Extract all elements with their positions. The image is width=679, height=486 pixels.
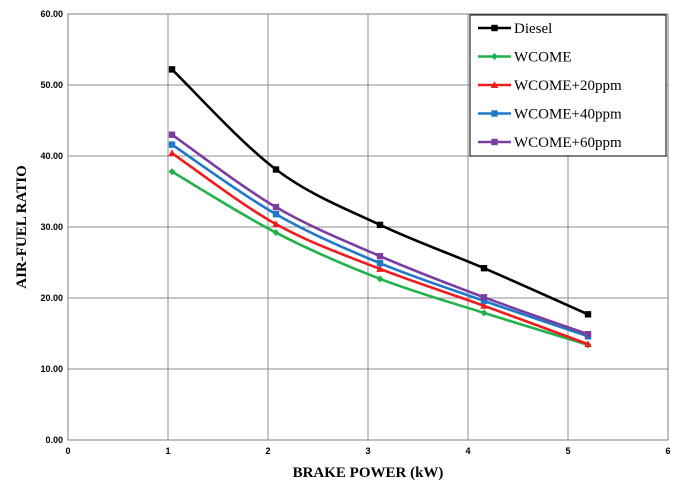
legend-entry: Diesel xyxy=(478,21,552,37)
data-point xyxy=(376,221,384,229)
legend-entry: WCOME+20ppm xyxy=(478,78,622,94)
legend-label: WCOME+20ppm xyxy=(514,78,622,94)
legend-swatch-marker xyxy=(491,53,498,60)
legend-entry: WCOME+40ppm xyxy=(478,107,622,123)
legend-swatch-marker xyxy=(491,24,498,32)
y-tick-label: 40.00 xyxy=(40,151,63,161)
series-group xyxy=(168,66,592,349)
data-point xyxy=(480,302,488,309)
x-tick-label: 6 xyxy=(665,446,670,456)
data-point xyxy=(272,166,280,173)
data-point xyxy=(584,331,592,338)
y-tick-label: 0.00 xyxy=(45,435,63,445)
data-point xyxy=(376,275,384,283)
series-diesel xyxy=(168,66,592,318)
legend-entry: WCOME xyxy=(478,50,572,66)
legend-label: WCOME+60ppm xyxy=(514,135,622,151)
legend-entry: WCOME+60ppm xyxy=(478,135,622,151)
data-point xyxy=(168,131,176,138)
data-point xyxy=(168,141,176,148)
y-tick-label: 30.00 xyxy=(40,222,63,232)
y-tick-label: 20.00 xyxy=(40,293,63,303)
data-point xyxy=(480,264,488,272)
data-point xyxy=(272,220,280,228)
x-tick-label: 2 xyxy=(265,446,270,456)
data-point xyxy=(584,311,592,318)
data-point xyxy=(272,203,280,211)
legend-label: Diesel xyxy=(514,21,552,37)
data-point xyxy=(168,149,176,157)
x-tick-label: 3 xyxy=(365,446,370,456)
series-wcome-40ppm xyxy=(168,141,592,340)
data-point xyxy=(376,265,384,272)
legend-swatch-marker xyxy=(491,110,498,117)
y-tick-labels: 0.00 10.00 20.00 30.00 40.00 50.00 60.00 xyxy=(40,9,63,445)
data-point xyxy=(480,309,488,317)
y-tick-label: 50.00 xyxy=(40,80,63,90)
y-axis-title: AIR-FUEL RATIO xyxy=(14,165,30,289)
x-tick-label: 5 xyxy=(565,446,570,456)
y-tick-label: 10.00 xyxy=(40,364,63,374)
legend: Diesel WCOME WCOME+20ppm WCOME+40ppm WCOME+6… xyxy=(469,14,667,157)
series-line xyxy=(171,143,589,338)
data-point xyxy=(480,297,488,305)
data-point xyxy=(168,66,176,73)
data-point xyxy=(584,340,592,348)
data-point xyxy=(168,168,176,176)
y-tick-label: 60.00 xyxy=(40,9,63,19)
x-tick-labels: 0 1 2 3 4 5 6 xyxy=(65,446,670,456)
legend-label: WCOME xyxy=(514,50,572,66)
plot-area-frame xyxy=(67,13,669,441)
data-point xyxy=(376,260,384,267)
x-tick-label: 1 xyxy=(165,446,170,456)
data-point xyxy=(272,229,280,237)
series-wcome-20ppm xyxy=(168,149,592,348)
series-wcome-60ppm xyxy=(168,131,592,338)
data-point xyxy=(480,294,488,301)
legend-label: WCOME+40ppm xyxy=(514,107,622,123)
x-tick-label: 4 xyxy=(465,446,470,456)
data-point xyxy=(376,252,384,260)
x-tick-label: 0 xyxy=(65,446,70,456)
legend-swatch-marker xyxy=(490,81,499,88)
series-line xyxy=(171,133,589,336)
legend-swatch-marker xyxy=(491,138,498,146)
x-axis-title: BRAKE POWER (kW) xyxy=(293,465,444,481)
data-point xyxy=(272,211,280,218)
